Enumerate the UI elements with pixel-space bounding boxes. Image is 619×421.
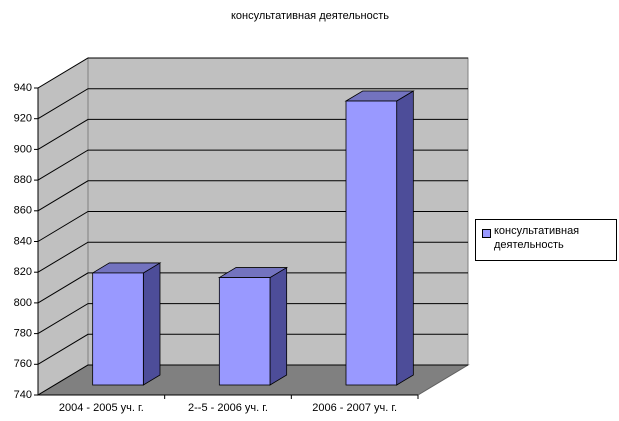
x-tick-label: 2--5 - 2006 уч. г. [188, 402, 268, 414]
y-tick-label: 860 [14, 205, 32, 217]
grid-line [37, 118, 468, 150]
bar [92, 272, 144, 386]
x-tick-label: 2004 - 2005 уч. г. [59, 402, 144, 414]
y-tick-label: 920 [14, 113, 32, 125]
grid-line [37, 241, 468, 273]
x-tick-label: 2006 - 2007 уч. г. [312, 402, 397, 414]
bar [218, 277, 271, 386]
grid-line [37, 303, 468, 335]
bar-side [269, 266, 288, 386]
grid-line [37, 333, 468, 365]
y-tick-label: 840 [14, 235, 32, 247]
y-tick-label: 880 [14, 174, 32, 186]
grid-line [37, 272, 468, 304]
bar [345, 100, 398, 386]
grid-line [37, 180, 468, 212]
grid-line [37, 211, 468, 242]
y-tick-label: 760 [14, 358, 32, 370]
bar-side [142, 262, 161, 386]
legend-swatch [482, 229, 491, 238]
grid-line [37, 57, 468, 89]
y-tick-label: 780 [14, 328, 32, 340]
grid-line [37, 364, 468, 396]
y-tick-label: 940 [14, 82, 32, 94]
y-tick-label: 740 [14, 389, 32, 401]
legend-label: консультативная деятельность [494, 225, 580, 251]
grid-line [37, 149, 468, 181]
grid-line [37, 88, 468, 120]
y-tick-label: 800 [14, 297, 32, 309]
y-tick-label: 820 [14, 266, 32, 278]
chart-title: консультативная деятельность [231, 10, 389, 22]
bar-side [396, 90, 414, 386]
legend: консультативная деятельность [475, 219, 617, 261]
y-tick-label: 900 [14, 143, 32, 155]
